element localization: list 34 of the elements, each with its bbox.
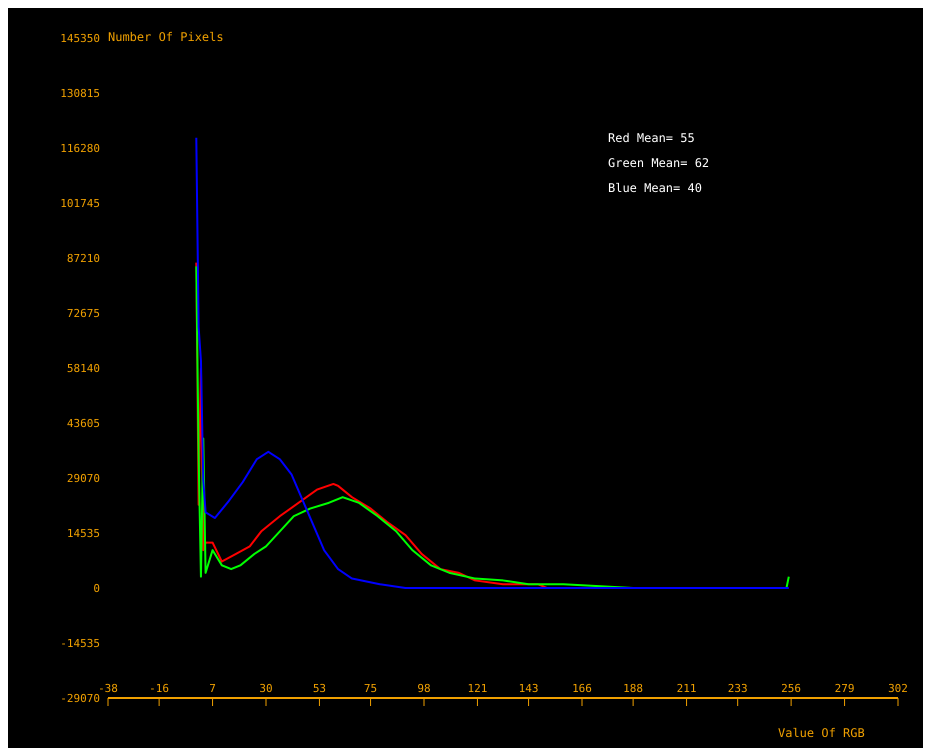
y-tick-label: 87210 (66, 252, 100, 265)
y-tick-label: 14535 (66, 526, 100, 540)
y-tick-label: 43605 (66, 416, 100, 430)
x-tick-label: 256 (781, 682, 802, 695)
x-tick-label: -38 (98, 682, 118, 695)
annotation: Red Mean= 55 (608, 130, 696, 147)
x-tick-label: 302 (888, 682, 908, 695)
y-tick-label: -29070 (60, 692, 100, 705)
y-tick-label: 29070 (66, 472, 100, 485)
y-tick-label: 0 (93, 582, 100, 595)
x-tick-label: 53 (312, 682, 326, 695)
x-tick-label: 30 (259, 682, 273, 695)
x-tick-label: 279 (834, 682, 854, 695)
x-tick-label: 211 (676, 682, 696, 695)
y-tick-label: 145350 (60, 32, 100, 45)
annotation: Green Mean= 62 (608, 155, 710, 172)
x-tick-label: 75 (364, 682, 378, 695)
y-tick-label: 72675 (66, 306, 100, 320)
x-tick-label: 7 (209, 682, 216, 695)
x-tick-label: 166 (572, 682, 592, 695)
x-tick-label: 143 (518, 682, 538, 695)
x-tick-label: 188 (623, 682, 644, 695)
y-tick-label: 58140 (66, 362, 100, 375)
x-tick-label: 98 (417, 682, 431, 695)
y-axis-title: Number Of Pixels (108, 30, 224, 44)
x-tick-label: 233 (728, 682, 748, 695)
x-tick-label: 121 (468, 682, 488, 695)
y-tick-label: 130815 (60, 86, 100, 100)
y-tick-label: 116280 (60, 142, 100, 155)
x-axis-title: Value Of RGB (778, 726, 865, 740)
y-tick-label: 101745 (60, 196, 100, 210)
y-tick-label: -14535 (60, 636, 100, 650)
x-tick-label: -16 (149, 682, 170, 695)
annotation: Blue Mean= 40 (608, 180, 703, 197)
